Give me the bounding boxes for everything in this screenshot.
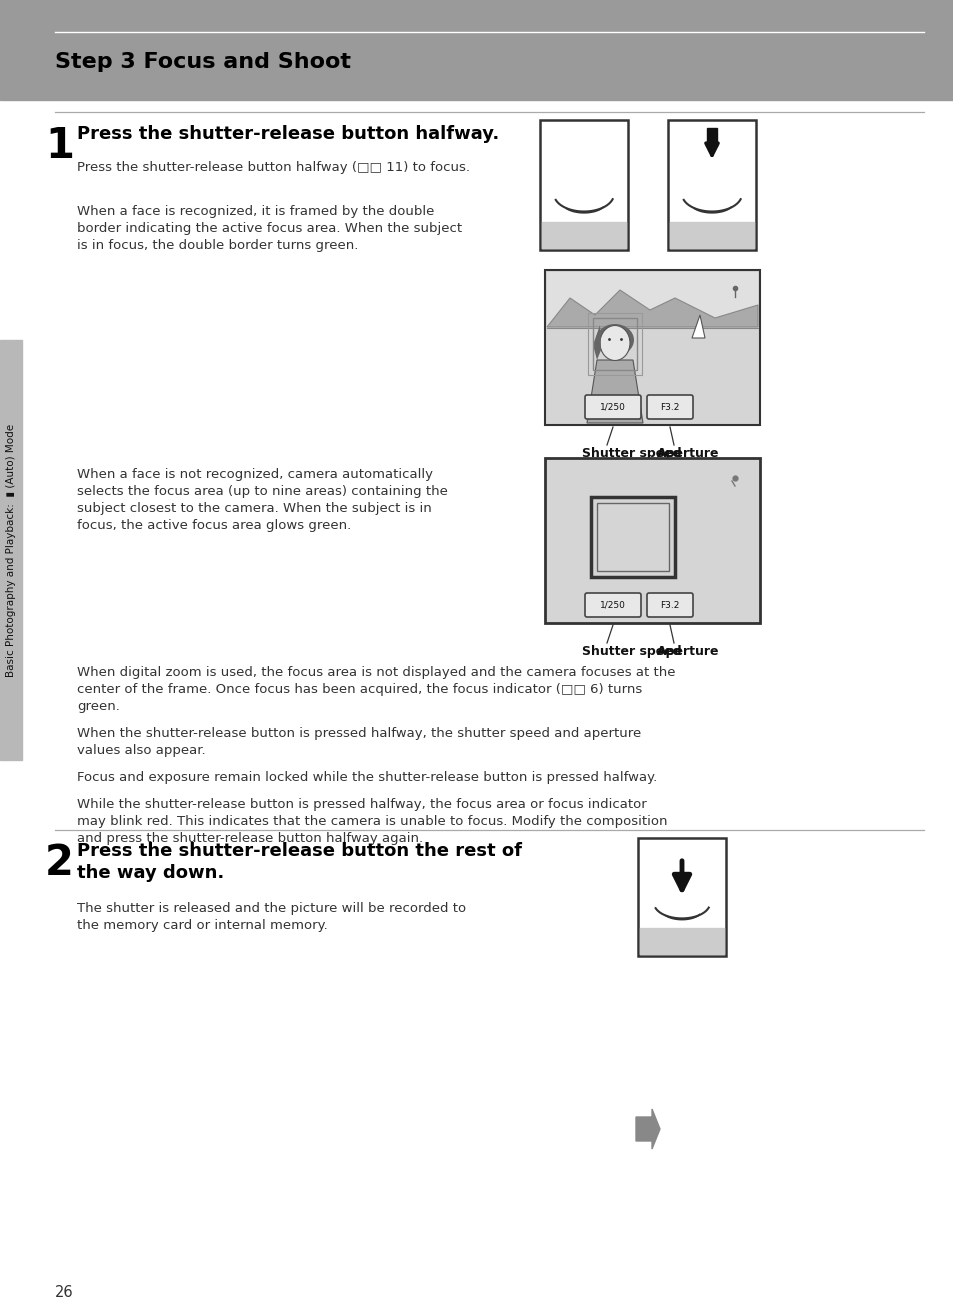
Bar (546, 272, 758, 327)
Text: Press the shutter-release button the rest of: Press the shutter-release button the res… (77, 842, 521, 859)
FancyBboxPatch shape (646, 396, 692, 419)
Text: 1: 1 (45, 125, 74, 167)
Bar (544, 459, 760, 623)
Polygon shape (636, 1109, 659, 1148)
Bar (590, 497, 675, 577)
Text: The shutter is released and the picture will be recorded to: The shutter is released and the picture … (77, 901, 466, 915)
Text: is in focus, the double border turns green.: is in focus, the double border turns gre… (77, 239, 358, 252)
Text: may blink red. This indicates that the camera is unable to focus. Modify the com: may blink red. This indicates that the c… (77, 815, 667, 828)
Text: 1/250: 1/250 (599, 402, 625, 411)
Text: the way down.: the way down. (77, 865, 224, 882)
Bar (541, 222, 625, 248)
Polygon shape (546, 290, 758, 327)
Bar (706, 141, 717, 146)
Text: Shutter speed: Shutter speed (581, 447, 680, 460)
Bar (539, 120, 627, 250)
Bar (669, 222, 753, 248)
Text: Shutter speed: Shutter speed (581, 645, 680, 658)
Polygon shape (586, 360, 642, 423)
Text: When the shutter-release button is pressed halfway, the shutter speed and apertu: When the shutter-release button is press… (77, 727, 640, 740)
Ellipse shape (599, 326, 629, 360)
Bar (706, 134, 717, 141)
Text: F3.2: F3.2 (659, 600, 679, 610)
Bar (593, 318, 637, 371)
Text: Press the shutter-release button halfway.: Press the shutter-release button halfway… (77, 125, 498, 143)
Text: Aperture: Aperture (657, 447, 719, 460)
FancyBboxPatch shape (584, 593, 640, 618)
Text: F3.2: F3.2 (659, 402, 679, 411)
Text: focus, the active focus area glows green.: focus, the active focus area glows green… (77, 519, 351, 532)
FancyBboxPatch shape (584, 396, 640, 419)
Bar (706, 127, 717, 134)
Bar (0, 340, 22, 759)
Text: Press the shutter-release button halfway (□□ 11) to focus.: Press the shutter-release button halfway… (77, 162, 470, 173)
Text: and press the shutter-release button halfway again.: and press the shutter-release button hal… (77, 832, 423, 845)
Text: green.: green. (77, 700, 120, 714)
Polygon shape (691, 315, 704, 338)
Bar (667, 120, 755, 250)
Bar (597, 503, 668, 572)
Polygon shape (593, 325, 600, 360)
Bar (638, 838, 725, 957)
Text: the memory card or internal memory.: the memory card or internal memory. (77, 918, 328, 932)
Text: 2: 2 (45, 842, 73, 884)
Bar (544, 269, 760, 424)
Bar (0, 0, 953, 100)
Bar (587, 313, 641, 374)
Text: When digital zoom is used, the focus area is not displayed and the camera focuse: When digital zoom is used, the focus are… (77, 666, 675, 679)
Text: Step 3 Focus and Shoot: Step 3 Focus and Shoot (55, 53, 351, 72)
Ellipse shape (596, 325, 634, 356)
Text: subject closest to the camera. When the subject is in: subject closest to the camera. When the … (77, 502, 432, 515)
Text: values also appear.: values also appear. (77, 744, 206, 757)
Text: selects the focus area (up to nine areas) containing the: selects the focus area (up to nine areas… (77, 485, 447, 498)
Text: When a face is not recognized, camera automatically: When a face is not recognized, camera au… (77, 468, 433, 481)
FancyBboxPatch shape (646, 593, 692, 618)
Text: Aperture: Aperture (657, 645, 719, 658)
Text: While the shutter-release button is pressed halfway, the focus area or focus ind: While the shutter-release button is pres… (77, 798, 646, 811)
Text: Basic Photography and Playback:  ▮ (Auto) Mode: Basic Photography and Playback: ▮ (Auto)… (6, 423, 16, 677)
Text: border indicating the active focus area. When the subject: border indicating the active focus area.… (77, 222, 461, 235)
Text: Focus and exposure remain locked while the shutter-release button is pressed hal: Focus and exposure remain locked while t… (77, 771, 657, 784)
Bar (639, 928, 723, 954)
Text: center of the frame. Once focus has been acquired, the focus indicator (□□ 6) tu: center of the frame. Once focus has been… (77, 683, 641, 696)
Text: 1/250: 1/250 (599, 600, 625, 610)
Text: 26: 26 (55, 1285, 73, 1300)
Text: When a face is recognized, it is framed by the double: When a face is recognized, it is framed … (77, 205, 434, 218)
